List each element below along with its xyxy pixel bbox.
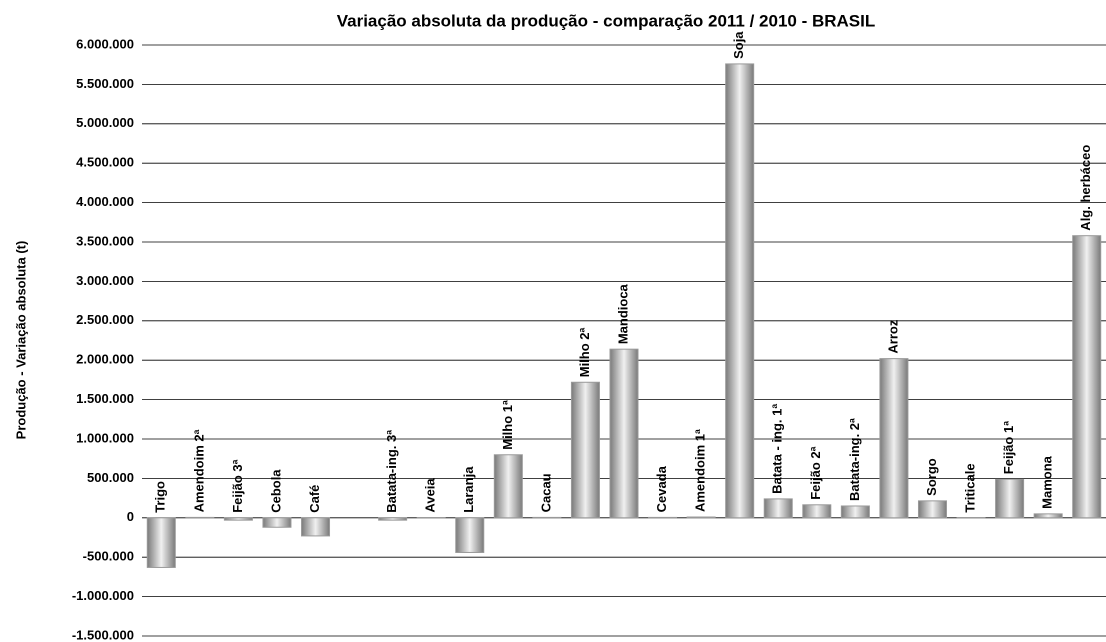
bar xyxy=(1033,513,1063,519)
bar xyxy=(455,517,485,553)
category-label: Triticale xyxy=(962,463,977,512)
category-label: Amendoim 2ª xyxy=(191,429,206,512)
bar xyxy=(725,63,755,519)
y-tick-label: 5.000.000 xyxy=(76,115,134,130)
y-tick-label: 2.500.000 xyxy=(76,312,134,327)
category-label: Batata-ing. 2ª xyxy=(847,418,862,501)
y-tick-label: 3.000.000 xyxy=(76,273,134,288)
category-label: Amendoim 1ª xyxy=(693,429,708,512)
category-label: Soja xyxy=(731,31,746,59)
y-tick-label: 6.000.000 xyxy=(76,36,134,51)
category-label: Feijão 1ª xyxy=(1001,421,1016,474)
y-tick-label: 4.000.000 xyxy=(76,194,134,209)
y-tick-label: 3.500.000 xyxy=(76,233,134,248)
category-label: Sorgo xyxy=(924,458,939,496)
category-label: Alg. herbáceo xyxy=(1078,145,1093,231)
category-label: Trigo xyxy=(153,481,168,513)
category-label: Cevada xyxy=(654,465,669,512)
bar xyxy=(609,348,639,519)
y-axis-title: Produção - Variação absoluta (t) xyxy=(13,241,28,440)
category-label: Café xyxy=(307,485,322,513)
bar xyxy=(840,505,870,519)
bar xyxy=(570,381,600,519)
category-label: Cebola xyxy=(268,469,283,513)
bar xyxy=(763,498,793,519)
category-label: Aveia xyxy=(423,478,438,513)
bar xyxy=(995,478,1025,519)
bar xyxy=(1072,235,1102,519)
category-label: Mandioca xyxy=(615,283,630,344)
bar xyxy=(493,454,523,519)
bar xyxy=(686,516,716,519)
category-label: Cacau xyxy=(538,473,553,512)
category-label: Mamona xyxy=(1040,455,1055,509)
y-tick-label: -500.000 xyxy=(83,549,134,564)
category-label: Feijão 3ª xyxy=(230,459,245,512)
y-tick-label: 2.000.000 xyxy=(76,352,134,367)
bar xyxy=(802,504,832,519)
chart-title: Variação absoluta da produção - comparaç… xyxy=(337,11,876,30)
category-label: Batata - ing. 1ª xyxy=(770,404,785,494)
bar xyxy=(223,517,253,521)
y-tick-label: -1.500.000 xyxy=(72,627,134,642)
bar xyxy=(917,500,947,519)
category-label: Feijão 2ª xyxy=(808,446,823,499)
category-label: Batata-ing. 3ª xyxy=(384,430,399,513)
bar xyxy=(146,517,176,568)
bar xyxy=(378,517,408,521)
y-tick-label: 5.500.000 xyxy=(76,76,134,91)
y-tick-label: 4.500.000 xyxy=(76,155,134,170)
y-tick-label: 0 xyxy=(127,509,134,524)
bar xyxy=(262,517,292,528)
bar xyxy=(301,517,331,537)
category-label: Arroz xyxy=(885,319,900,353)
bar xyxy=(879,358,909,519)
y-tick-label: -1.000.000 xyxy=(72,588,134,603)
y-tick-label: 1.500.000 xyxy=(76,391,134,406)
category-label: Laranja xyxy=(461,466,476,513)
category-label: Milho 2ª xyxy=(577,327,592,377)
y-tick-label: 500.000 xyxy=(87,470,134,485)
y-tick-label: 1.000.000 xyxy=(76,430,134,445)
category-label: Milho 1ª xyxy=(500,400,515,450)
